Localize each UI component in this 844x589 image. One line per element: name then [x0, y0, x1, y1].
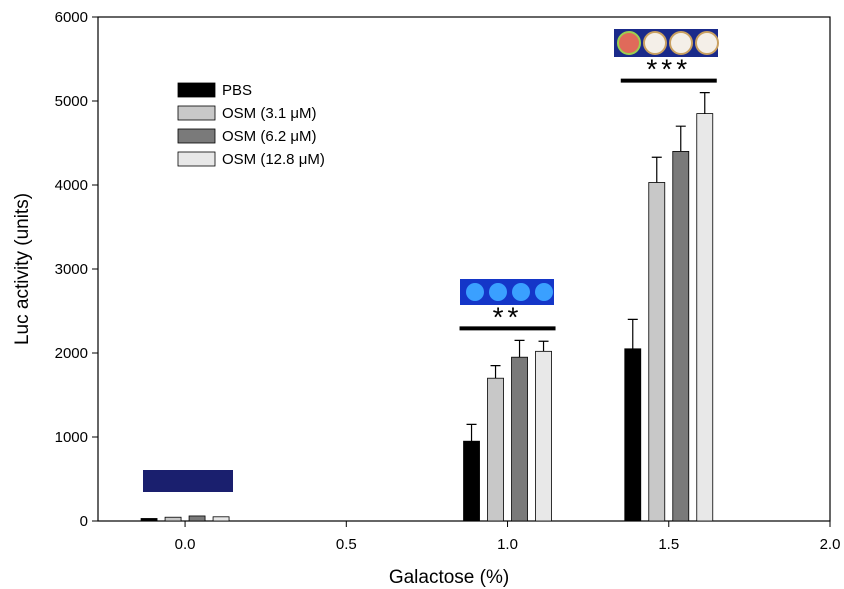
y-tick-label: 6000 — [55, 9, 88, 26]
legend-label: OSM (6.2 μM) — [222, 128, 316, 145]
legend-label: OSM (12.8 μM) — [222, 151, 325, 168]
well — [535, 283, 553, 301]
y-tick-label: 1000 — [55, 429, 88, 446]
y-tick-label: 3000 — [55, 261, 88, 278]
x-tick-label: 1.0 — [497, 536, 518, 553]
bar — [512, 357, 528, 521]
bar — [673, 151, 689, 521]
legend-swatch — [178, 152, 215, 166]
bar — [165, 517, 181, 521]
well — [618, 32, 640, 54]
error-bar — [467, 424, 477, 441]
legend-label: OSM (3.1 μM) — [222, 105, 316, 122]
bar — [141, 518, 157, 521]
bar — [189, 516, 205, 521]
x-tick-label: 1.5 — [658, 536, 679, 553]
x-tick-label: 0.0 — [175, 536, 196, 553]
y-axis-label: Luc activity (units) — [12, 193, 33, 345]
well — [696, 32, 718, 54]
bar — [649, 182, 665, 521]
well-image — [143, 470, 233, 492]
chart: Galactose (%) Luc activity (units) 0 1000… — [0, 0, 844, 589]
bar — [536, 351, 552, 521]
y-tick-label: 5000 — [55, 93, 88, 110]
error-bar — [676, 126, 686, 151]
legend-label: PBS — [222, 82, 252, 99]
bar — [625, 349, 641, 521]
bar — [464, 441, 480, 521]
y-tick-label: 0 — [80, 513, 88, 530]
y-tick-label: 4000 — [55, 177, 88, 194]
well — [466, 283, 484, 301]
well — [512, 283, 530, 301]
error-bar — [628, 319, 638, 348]
x-tick-label: 2.0 — [820, 536, 841, 553]
y-tick-label: 2000 — [55, 345, 88, 362]
well — [489, 283, 507, 301]
error-bar — [700, 93, 710, 114]
x-axis-label: Galactose (%) — [389, 567, 509, 588]
significance-label: ** — [493, 301, 523, 332]
error-bar — [491, 366, 501, 379]
bar — [213, 517, 229, 521]
bar — [488, 378, 504, 521]
significance-label: *** — [646, 54, 691, 85]
legend-swatch — [178, 106, 215, 120]
error-bar — [539, 341, 549, 351]
well — [644, 32, 666, 54]
legend-swatch — [178, 129, 215, 143]
x-tick-label: 0.5 — [336, 536, 357, 553]
well — [670, 32, 692, 54]
error-bar — [515, 340, 525, 357]
error-bar — [652, 157, 662, 182]
legend-swatch — [178, 83, 215, 97]
bar — [697, 114, 713, 521]
